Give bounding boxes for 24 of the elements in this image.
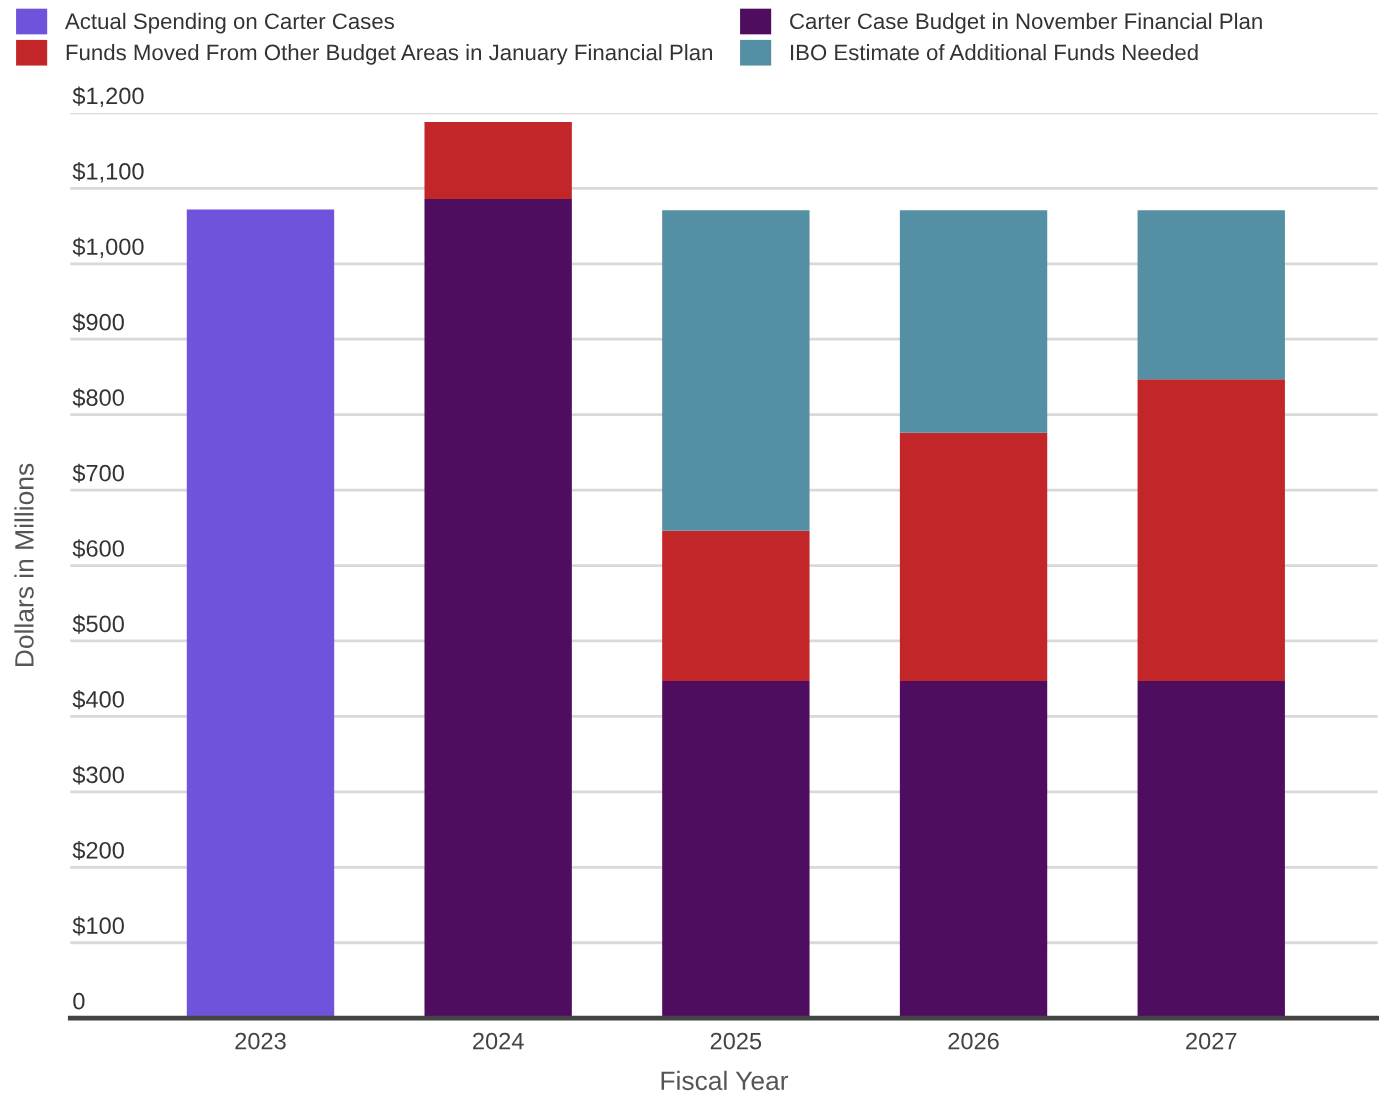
x-tick-label: 2025 — [710, 1032, 762, 1050]
x-axis-title: Fiscal Year — [661, 1070, 789, 1091]
y-tick-label: $700 — [72, 463, 124, 483]
y-tick-label: $300 — [72, 765, 124, 785]
y-tick-label: $100 — [72, 916, 124, 936]
y-tick-label: $200 — [72, 840, 124, 861]
y-tick-label: $1,000 — [72, 237, 144, 258]
y-tick-label: $800 — [72, 388, 124, 408]
y-tick-label: $900 — [72, 312, 124, 332]
y-tick-label: $400 — [72, 690, 124, 710]
y-tick-label: $500 — [72, 614, 124, 634]
legend-label: Funds Moved From Other Budget Areas in January Financial Plan — [66, 44, 712, 65]
legend-label: IBO Estimate of Additional Funds Needed — [791, 44, 1198, 61]
x-tick-label: 2023 — [235, 1032, 286, 1050]
y-tick-label: $600 — [72, 539, 124, 559]
x-tick-label: 2027 — [1186, 1032, 1237, 1050]
y-tick-label: $1,100 — [72, 161, 144, 183]
legend-label: Carter Case Budget in November Financial Plan — [790, 12, 1262, 34]
y-tick-label: $1,200 — [72, 86, 144, 108]
y-tick-label: 0 — [73, 992, 85, 1010]
legend-label: Actual Spending on Carter Cases — [65, 12, 394, 34]
y-axis-title: Dollars in Millions — [14, 463, 34, 667]
x-tick-label: 2026 — [948, 1032, 999, 1050]
x-tick-label: 2024 — [473, 1032, 524, 1050]
